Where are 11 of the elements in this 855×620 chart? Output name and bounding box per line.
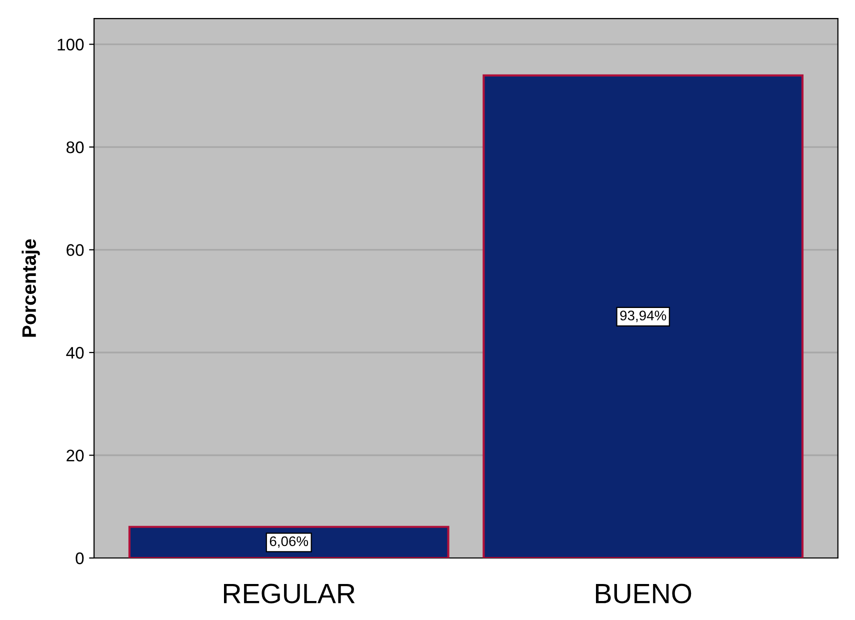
x-tick-label: BUENO <box>596 584 692 604</box>
data-label: 6,06% <box>270 536 308 548</box>
y-axis-title: Porcentaje <box>22 239 40 337</box>
y-tick-label: 60 <box>66 244 84 256</box>
y-tick-label: 0 <box>76 552 84 564</box>
y-tick-label: 20 <box>66 450 84 462</box>
y-tick-label: 40 <box>66 346 84 359</box>
y-tick-label: 80 <box>66 141 84 154</box>
data-label: 93,94% <box>620 310 666 322</box>
y-tick-label: 100 <box>58 38 84 50</box>
x-tick-label: REGULAR <box>224 584 355 604</box>
